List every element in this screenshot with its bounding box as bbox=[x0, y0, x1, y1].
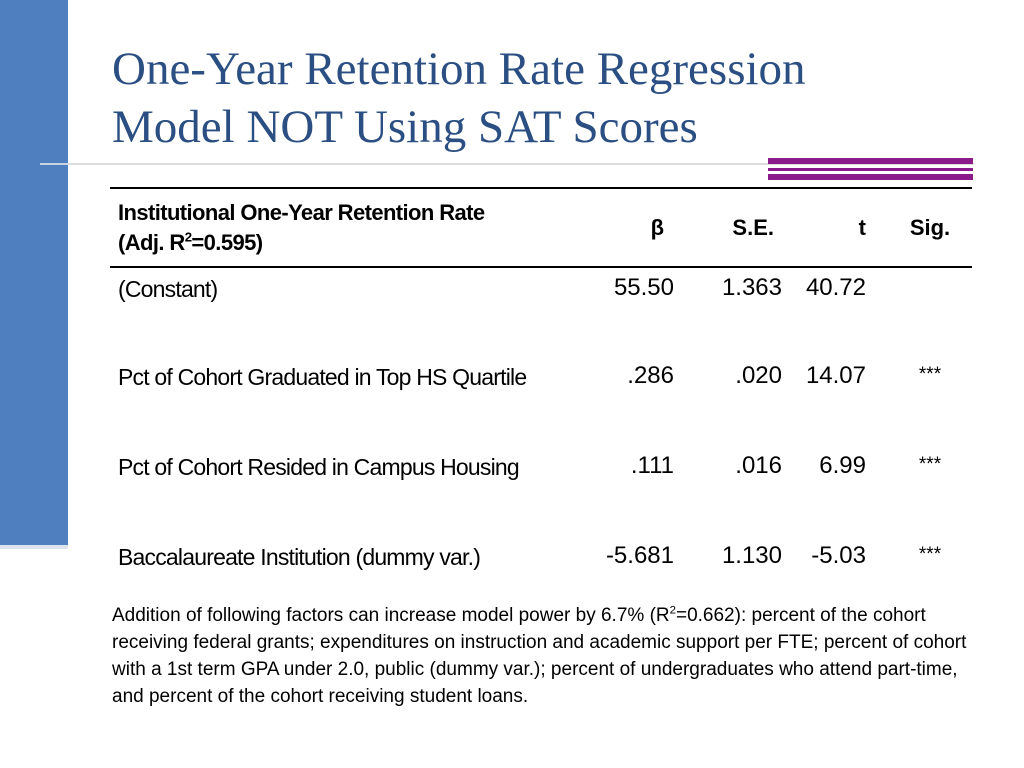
table-header-row: Institutional One-Year Retention Rate (A… bbox=[110, 187, 972, 268]
left-accent-bar bbox=[0, 0, 68, 545]
row-standard-error: 1.363 bbox=[721, 274, 782, 301]
regression-table: Institutional One-Year Retention Rate (A… bbox=[110, 187, 972, 584]
accent-stripe-middle bbox=[768, 168, 973, 171]
row-standard-error: .016 bbox=[735, 452, 782, 479]
header-model-label: Institutional One-Year Retention Rate (A… bbox=[110, 187, 578, 268]
row-t-statistic: 6.99 bbox=[819, 452, 866, 479]
footnote-text: Addition of following factors can increa… bbox=[112, 602, 972, 710]
header-label-suffix: =0.595) bbox=[191, 229, 263, 255]
title-divider-left bbox=[40, 163, 68, 165]
row-significance: *** bbox=[918, 454, 942, 475]
header-beta: β bbox=[578, 187, 680, 268]
header-standard-error: S.E. bbox=[680, 187, 788, 268]
row-beta: .286 bbox=[627, 362, 674, 389]
left-accent-bar-shadow bbox=[0, 545, 68, 549]
header-significance: Sig. bbox=[888, 187, 972, 268]
header-label-superscript: 2 bbox=[184, 229, 192, 245]
row-label: (Constant) bbox=[118, 276, 218, 302]
footnote-suffix: =0.662): percent of the cohort receiving… bbox=[112, 605, 967, 707]
row-t-statistic: -5.03 bbox=[811, 542, 866, 569]
header-label-prefix: (Adj. R bbox=[118, 229, 185, 255]
table-row: (Constant) 55.50 1.363 40.72 bbox=[110, 267, 972, 356]
row-standard-error: 1.130 bbox=[721, 542, 782, 569]
footnote-superscript: 2 bbox=[669, 604, 676, 617]
row-t-statistic: 14.07 bbox=[805, 362, 866, 389]
row-beta: 55.50 bbox=[613, 274, 674, 301]
slide-title: One-Year Retention Rate Regression Model… bbox=[112, 40, 992, 156]
row-standard-error: .020 bbox=[735, 362, 782, 389]
row-label: Baccalaureate Institution (dummy var.) bbox=[118, 544, 481, 570]
row-label: Pct of Cohort Graduated in Top HS Quarti… bbox=[118, 364, 527, 390]
table-row: Baccalaureate Institution (dummy var.) -… bbox=[110, 536, 972, 584]
row-t-statistic: 40.72 bbox=[805, 274, 866, 301]
title-divider bbox=[40, 163, 974, 165]
row-significance: *** bbox=[918, 364, 942, 385]
accent-stripe-top bbox=[768, 158, 973, 164]
table-row: Pct of Cohort Resided in Campus Housing … bbox=[110, 446, 972, 536]
table-row: Pct of Cohort Graduated in Top HS Quarti… bbox=[110, 356, 972, 446]
slide-title-line-1: One-Year Retention Rate Regression bbox=[112, 43, 806, 95]
row-significance bbox=[888, 267, 972, 356]
slide-title-line-2: Model NOT Using SAT Scores bbox=[112, 101, 698, 153]
row-significance: *** bbox=[918, 544, 942, 565]
accent-stripe-bottom bbox=[768, 174, 973, 180]
header-t-statistic: t bbox=[788, 187, 888, 268]
row-beta: .111 bbox=[630, 452, 674, 479]
footnote-prefix: Addition of following factors can increa… bbox=[112, 605, 670, 626]
header-label-line-1: Institutional One-Year Retention Rate bbox=[118, 199, 485, 225]
row-label: Pct of Cohort Resided in Campus Housing bbox=[118, 454, 520, 480]
row-beta: -5.681 bbox=[605, 542, 674, 569]
